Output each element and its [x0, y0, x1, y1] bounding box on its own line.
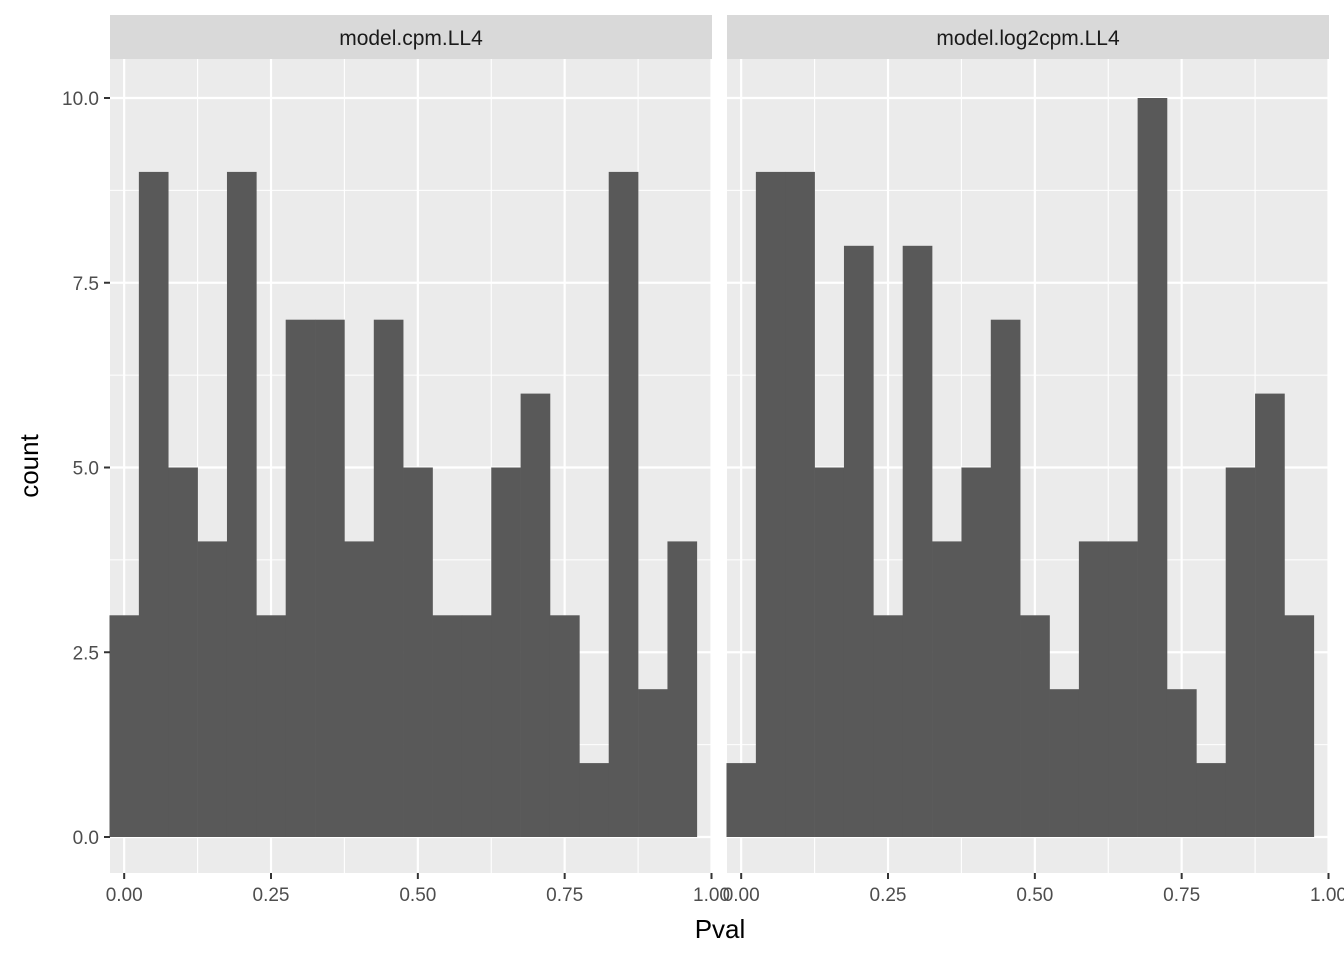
x-tick-label: 0.50 — [1016, 885, 1053, 906]
x-tick-label: 0.25 — [870, 885, 907, 906]
histogram-bar — [961, 467, 992, 837]
histogram-bar — [1225, 467, 1256, 837]
facet-strip-label: model.log2cpm.LL4 — [936, 27, 1120, 50]
histogram-bar — [197, 541, 228, 837]
histogram-bar — [1196, 763, 1227, 837]
histogram-bar — [403, 467, 433, 837]
histogram-bar — [579, 763, 610, 837]
x-tick-label: 1.00 — [693, 885, 730, 906]
y-tick-label: 0.0 — [73, 828, 99, 849]
y-tick-label: 7.5 — [73, 274, 99, 295]
histogram-bar — [726, 763, 757, 837]
histogram-bar — [814, 467, 845, 837]
histogram-bar — [344, 541, 375, 837]
histogram-bar — [873, 615, 903, 837]
histogram-bar — [638, 689, 668, 837]
histogram-bar — [667, 541, 698, 837]
x-tick-label: 0.00 — [106, 885, 143, 906]
histogram-bar — [461, 615, 492, 837]
facet-strip — [110, 15, 712, 59]
histogram-bar — [843, 245, 874, 838]
histogram-bar — [1020, 615, 1050, 837]
histogram-bar — [168, 467, 198, 837]
y-axis-title: count — [14, 433, 44, 497]
histogram-bar — [990, 319, 1021, 837]
x-tick-label: 0.25 — [253, 885, 290, 906]
facet-panel: model.cpm.LL4 0.00 0.25 0.50 0.75 1.00 — [106, 15, 730, 906]
histogram-bar — [285, 319, 316, 837]
histogram-bar — [1255, 393, 1285, 837]
facet-panel: model.log2cpm.LL4 0.00 0.25 0.50 0.75 1.00 — [723, 15, 1344, 906]
histogram-bar — [1137, 98, 1168, 837]
histogram-bar — [755, 171, 786, 837]
histogram-bar — [520, 393, 551, 837]
x-axis-title: Pval — [695, 914, 746, 944]
histogram-bar — [1166, 689, 1197, 837]
x-tick-label: 0.75 — [546, 885, 583, 906]
histogram-bar — [226, 171, 257, 837]
y-tick-label: 5.0 — [73, 459, 99, 480]
histogram-bar — [491, 467, 521, 837]
facet-strip-label: model.cpm.LL4 — [339, 27, 483, 50]
histogram-bar — [138, 171, 169, 837]
facet-strip — [727, 15, 1329, 59]
histogram-bar — [608, 171, 639, 837]
histogram-bar — [432, 615, 463, 837]
histogram-bar — [256, 615, 286, 837]
y-tick-label: 2.5 — [73, 643, 99, 664]
histogram-bar — [932, 541, 962, 837]
histogram-bar — [373, 319, 404, 837]
histogram-bar — [1049, 689, 1080, 837]
histogram-bar — [549, 615, 580, 837]
x-tick-label: 0.50 — [399, 885, 436, 906]
y-tick-label: 10.0 — [62, 89, 99, 110]
histogram-bar — [902, 245, 933, 838]
histogram-bar — [1108, 541, 1138, 837]
histogram-bar — [315, 319, 345, 837]
histogram-bar — [1284, 615, 1315, 837]
histogram-bar — [1078, 541, 1109, 837]
x-tick-label: 0.75 — [1163, 885, 1200, 906]
x-tick-label: 0.00 — [723, 885, 760, 906]
y-axis: 0.0 2.5 5.0 7.5 10.0 — [62, 89, 110, 849]
x-tick-label: 1.00 — [1310, 885, 1344, 906]
histogram-bar — [109, 615, 140, 837]
histogram-bar — [785, 171, 815, 837]
